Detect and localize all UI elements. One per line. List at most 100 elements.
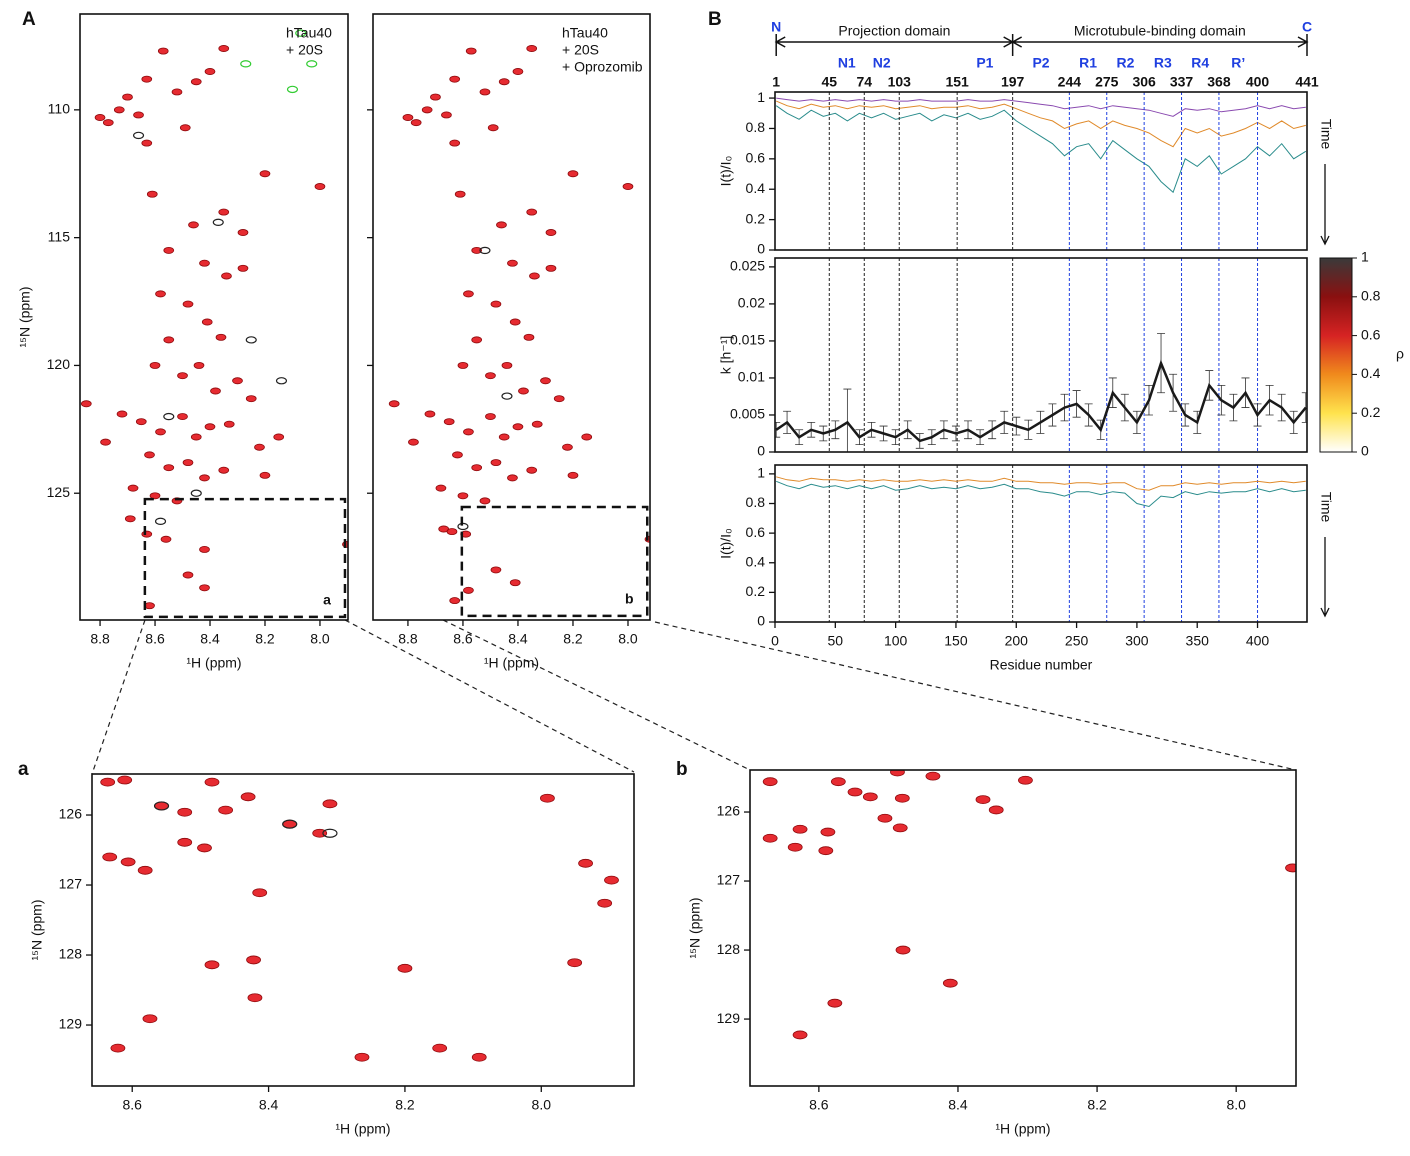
- peak: [526, 208, 538, 216]
- y-tick-label: 120: [47, 356, 71, 372]
- peak: [471, 336, 483, 344]
- peak: [509, 318, 521, 326]
- plot-area: [388, 45, 650, 605]
- x-tick-label: 8.6: [809, 1097, 829, 1113]
- peak: [490, 459, 502, 467]
- side-label: Time: [1318, 492, 1334, 523]
- peak: [144, 451, 155, 459]
- peak: [443, 418, 455, 426]
- peak: [182, 459, 194, 467]
- zoom-box: [460, 505, 649, 618]
- connector: [442, 619, 751, 771]
- peak: [567, 170, 579, 178]
- y-tick-label: 0.6: [746, 524, 766, 540]
- y-tick-label: 126: [717, 803, 741, 819]
- peak: [240, 60, 252, 68]
- annotation: hTau40: [562, 25, 608, 41]
- peak: [526, 466, 538, 474]
- annotation: + 20S: [286, 42, 323, 58]
- y-axis-label: I(t)/I₀: [718, 155, 734, 186]
- peak: [820, 827, 836, 837]
- peak: [295, 29, 307, 37]
- peak: [432, 1043, 448, 1053]
- peak: [124, 515, 136, 523]
- peak: [199, 545, 210, 553]
- peak: [567, 471, 579, 479]
- peak: [177, 413, 188, 421]
- x-tick-label: 8.0: [618, 631, 638, 647]
- peak: [322, 828, 338, 838]
- x-tick-label: 8.4: [259, 1097, 279, 1113]
- y-tick-label: 115: [48, 228, 71, 244]
- peak: [498, 78, 510, 86]
- peak: [179, 124, 191, 132]
- peak: [890, 770, 905, 777]
- peak: [562, 443, 573, 451]
- peak: [454, 190, 466, 198]
- terminus-label: N: [771, 19, 781, 35]
- colorbar-tick-label: 0.4: [1361, 365, 1381, 381]
- peak: [452, 451, 463, 459]
- annotation: hTau40: [286, 25, 332, 41]
- peak: [925, 771, 941, 781]
- y-tick-label: 0.015: [730, 332, 765, 348]
- region-label: R3: [1154, 55, 1172, 71]
- y-tick-label: 128: [717, 941, 741, 957]
- peak: [133, 111, 144, 119]
- y-tick-label: 125: [47, 484, 71, 500]
- peak: [526, 45, 538, 52]
- peak: [435, 484, 447, 492]
- boundary-label: 337: [1170, 74, 1194, 90]
- plot-frame: [774, 91, 1308, 251]
- peak: [141, 139, 153, 147]
- plot-area: [80, 29, 348, 610]
- region-label: P1: [976, 55, 993, 71]
- peak: [155, 428, 166, 436]
- peak: [490, 300, 502, 308]
- peak: [133, 131, 145, 140]
- peak: [512, 68, 524, 75]
- peak: [232, 377, 243, 385]
- peak: [421, 106, 433, 114]
- panel-label: B: [708, 9, 722, 30]
- peak: [127, 484, 139, 492]
- boundary-label: 1: [772, 74, 780, 90]
- peak: [141, 530, 153, 538]
- peak: [1018, 775, 1033, 785]
- peak: [410, 119, 422, 127]
- peak: [197, 843, 212, 853]
- peak: [792, 1030, 808, 1040]
- y-tick-label: 0.005: [730, 406, 765, 422]
- plot-frame: [774, 257, 1308, 453]
- peak: [237, 264, 249, 272]
- peak: [322, 799, 338, 809]
- peak: [212, 218, 224, 226]
- peak: [463, 586, 474, 594]
- plot-frame: [749, 769, 1297, 1087]
- y-tick-label: 126: [59, 806, 83, 822]
- y-tick-label: 0.025: [730, 258, 765, 274]
- peak: [190, 78, 202, 86]
- y-tick-label: 0.02: [738, 295, 765, 311]
- data-line: [776, 100, 1306, 148]
- peak: [463, 428, 474, 436]
- peak: [102, 852, 118, 862]
- data-line: [776, 97, 1306, 117]
- peak: [540, 793, 555, 803]
- plot-area: [775, 333, 1307, 452]
- peak: [314, 183, 326, 190]
- peak: [818, 846, 834, 856]
- domain-label: Microtubule-binding domain: [1074, 23, 1246, 39]
- peak: [117, 775, 133, 785]
- peak: [122, 93, 133, 101]
- peak: [306, 60, 318, 68]
- y-axis-label: I(t)/I₀: [718, 528, 734, 559]
- peak: [157, 47, 169, 55]
- peak: [182, 571, 194, 579]
- panel-label: a: [18, 759, 29, 780]
- peak: [507, 474, 518, 482]
- peak: [218, 805, 234, 815]
- x-axis-label: Residue number: [990, 657, 1093, 673]
- x-axis-label: ¹H (ppm): [484, 655, 539, 671]
- peak: [116, 410, 128, 418]
